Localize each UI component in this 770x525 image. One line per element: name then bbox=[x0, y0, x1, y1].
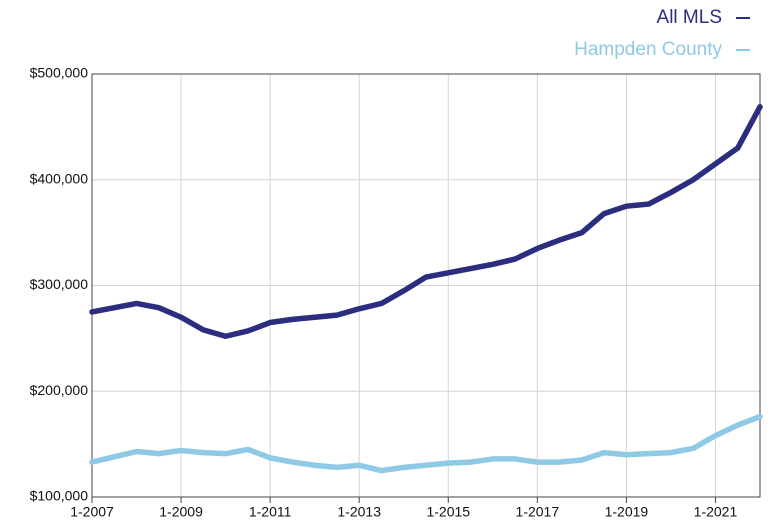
x-tick-label: 1-2009 bbox=[159, 504, 203, 520]
x-tick-label: 1-2019 bbox=[605, 504, 649, 520]
y-tick-label: $100,000 bbox=[30, 488, 89, 504]
y-tick-label: $400,000 bbox=[30, 170, 89, 186]
series-line bbox=[89, 413, 763, 474]
plot-frame bbox=[91, 73, 761, 498]
x-tick-label: 1-2011 bbox=[249, 504, 292, 520]
y-tick-label: $300,000 bbox=[30, 276, 89, 292]
legend-label: Hampden County bbox=[574, 39, 722, 60]
x-tick-label: 1-2007 bbox=[70, 504, 114, 520]
x-tick-label: 1-2015 bbox=[426, 504, 470, 520]
x-tick-label: 1-2021 bbox=[694, 504, 738, 520]
x-tick-label: 1-2013 bbox=[337, 504, 381, 520]
y-tick-label: $200,000 bbox=[30, 382, 89, 398]
x-tick-label: 1-2017 bbox=[516, 504, 560, 520]
series-line bbox=[89, 104, 763, 340]
legend-label: All MLS bbox=[657, 7, 722, 28]
y-tick-label: $500,000 bbox=[30, 65, 89, 81]
